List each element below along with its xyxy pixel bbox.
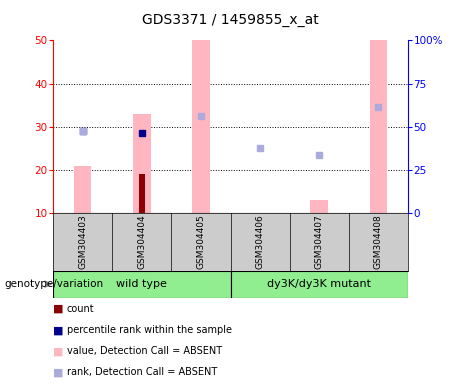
Text: GSM304405: GSM304405 [196,215,206,269]
Bar [74,166,91,213]
Bar [133,114,151,213]
Bar [310,200,328,213]
Text: ■: ■ [53,325,64,335]
Text: percentile rank within the sample: percentile rank within the sample [67,325,232,335]
Text: ■: ■ [53,367,64,377]
Text: value, Detection Call = ABSENT: value, Detection Call = ABSENT [67,346,222,356]
Text: count: count [67,304,95,314]
Bar [192,40,210,213]
Text: genotype/variation: genotype/variation [5,279,104,289]
Text: GSM304404: GSM304404 [137,215,146,269]
Bar [230,271,408,298]
Text: wild type: wild type [116,279,167,289]
Text: GSM304408: GSM304408 [374,215,383,269]
Bar [53,271,230,298]
Text: rank, Detection Call = ABSENT: rank, Detection Call = ABSENT [67,367,217,377]
Text: GSM304403: GSM304403 [78,215,87,269]
Text: ■: ■ [53,346,64,356]
Text: GDS3371 / 1459855_x_at: GDS3371 / 1459855_x_at [142,13,319,27]
Bar [370,40,387,213]
Bar [139,174,145,213]
Text: ■: ■ [53,304,64,314]
Text: dy3K/dy3K mutant: dy3K/dy3K mutant [267,279,371,289]
Text: GSM304407: GSM304407 [315,215,324,269]
Text: GSM304406: GSM304406 [255,215,265,269]
